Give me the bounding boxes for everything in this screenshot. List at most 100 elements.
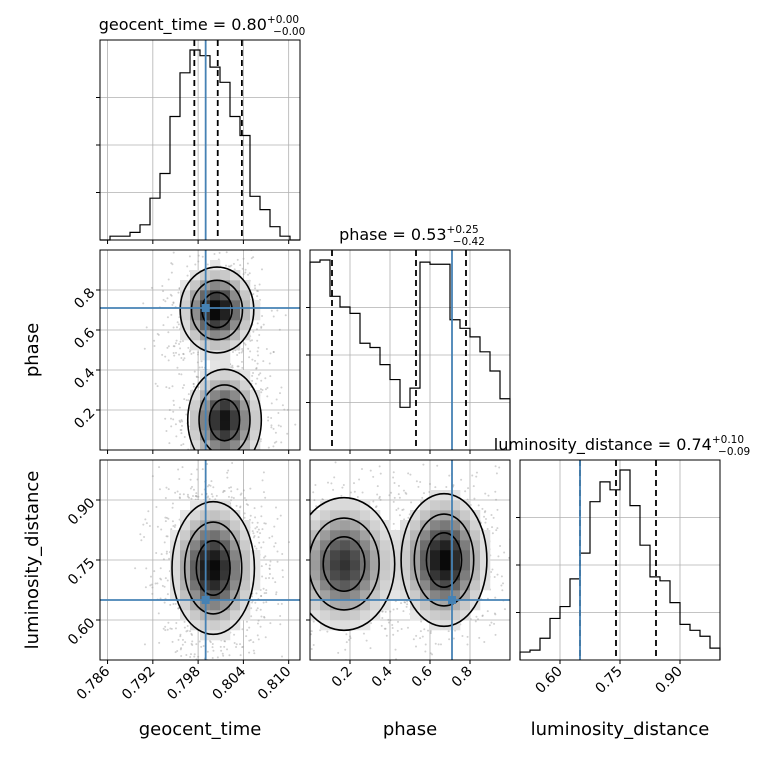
density-cell	[330, 550, 341, 561]
density-cell	[470, 550, 481, 561]
scatter-point	[474, 620, 477, 623]
scatter-point	[181, 340, 184, 343]
scatter-point	[260, 595, 263, 598]
scatter-point	[439, 643, 442, 646]
scatter-point	[403, 518, 406, 521]
scatter-point	[247, 347, 250, 350]
scatter-point	[481, 614, 484, 617]
scatter-point	[423, 628, 426, 631]
scatter-point	[156, 385, 159, 388]
density-cell	[210, 630, 221, 641]
density-cell	[350, 610, 361, 621]
density-cell	[170, 530, 181, 541]
scatter-point	[275, 440, 278, 443]
density-cell	[390, 590, 401, 601]
scatter-point	[281, 655, 284, 658]
density-cell	[210, 560, 221, 571]
scatter-point	[270, 309, 273, 312]
scatter-point	[160, 578, 163, 581]
scatter-point	[428, 490, 431, 493]
scatter-point	[262, 471, 265, 474]
scatter-point	[252, 641, 255, 644]
scatter-point	[402, 610, 405, 613]
scatter-point	[260, 565, 263, 568]
scatter-point	[276, 309, 279, 312]
scatter-point	[337, 651, 340, 654]
scatter-point	[431, 653, 434, 656]
scatter-point	[149, 584, 152, 587]
scatter-point	[196, 361, 199, 364]
scatter-point	[255, 328, 258, 331]
scatter-point	[267, 446, 270, 449]
title-phase: phase = 0.53+0.25 −0.42	[339, 224, 485, 248]
density-cell	[210, 340, 221, 351]
density-cell	[410, 610, 421, 621]
scatter-point	[410, 501, 413, 504]
scatter-point	[273, 545, 276, 548]
histogram-step	[309, 259, 511, 450]
scatter-point	[254, 516, 257, 519]
scatter-point	[424, 643, 427, 646]
density-cell	[210, 570, 221, 581]
scatter-point	[172, 251, 175, 254]
density-cell	[320, 600, 331, 611]
density-cell	[190, 430, 201, 441]
density-cell	[330, 530, 341, 541]
scatter-point	[167, 345, 170, 348]
scatter-point	[167, 278, 170, 281]
scatter-point	[167, 488, 170, 491]
scatter-point	[493, 622, 496, 625]
scatter-point	[196, 468, 199, 471]
scatter-point	[211, 495, 214, 498]
scatter-point	[396, 607, 399, 610]
scatter-point	[422, 492, 425, 495]
density-cell	[220, 610, 231, 621]
scatter-point	[250, 607, 253, 610]
scatter-point	[326, 630, 329, 633]
density-cell	[180, 600, 191, 611]
density-cell	[360, 610, 371, 621]
scatter-point	[265, 589, 268, 592]
scatter-point	[275, 506, 277, 509]
density-cell	[410, 590, 421, 601]
scatter-point	[193, 370, 196, 373]
scatter-point	[253, 545, 256, 548]
scatter-point	[249, 339, 252, 342]
density-cell	[210, 270, 221, 281]
density-cell	[400, 550, 411, 561]
density-cell	[440, 520, 451, 531]
density-cell	[480, 580, 491, 591]
density-cell	[400, 520, 411, 531]
scatter-point	[158, 466, 161, 469]
scatter-point	[404, 491, 407, 494]
scatter-point	[279, 514, 282, 517]
scatter-point	[180, 418, 183, 421]
scatter-point	[259, 625, 262, 628]
scatter-point	[197, 351, 200, 354]
scatter-point	[233, 268, 236, 271]
scatter-point	[208, 497, 211, 500]
scatter-point	[266, 395, 269, 398]
scatter-point	[274, 581, 277, 584]
scatter-point	[255, 367, 258, 370]
scatter-point	[166, 593, 169, 596]
scatter-point	[267, 419, 270, 422]
scatter-point	[168, 408, 171, 411]
density-cell	[390, 580, 401, 591]
density-cell	[360, 580, 371, 591]
density-cell	[230, 560, 241, 571]
scatter-point	[491, 568, 494, 571]
scatter-point	[240, 492, 243, 495]
scatter-point	[251, 358, 254, 361]
density-cell	[310, 600, 321, 611]
density-cell	[220, 340, 231, 351]
scatter-point	[165, 535, 168, 538]
scatter-point	[243, 342, 246, 345]
scatter-point	[274, 431, 277, 434]
scatter-point	[252, 372, 255, 375]
density-cell	[330, 520, 341, 531]
scatter-point	[405, 605, 408, 608]
contour-line	[208, 398, 241, 442]
scatter-point	[224, 640, 227, 643]
